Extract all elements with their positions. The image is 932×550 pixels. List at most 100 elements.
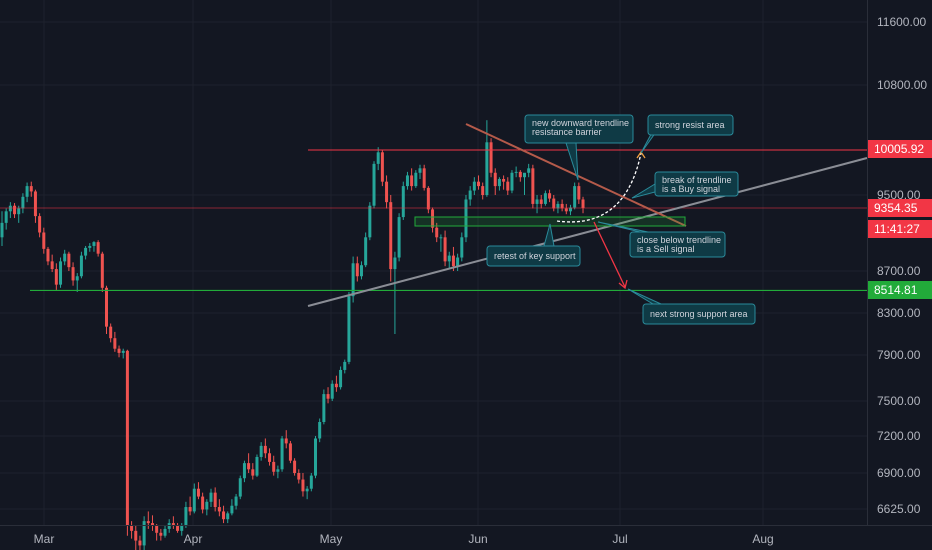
candle-body <box>84 247 88 256</box>
price-tag-label: 9354.35 <box>874 201 918 215</box>
candle-body <box>125 350 129 526</box>
candle-body <box>284 438 288 444</box>
price-tag-box <box>868 199 932 217</box>
candle-body <box>456 257 460 267</box>
candle-body <box>155 526 159 533</box>
candle-body <box>514 171 518 173</box>
candle-body <box>472 181 476 191</box>
candle-body <box>280 438 284 470</box>
candle-body <box>222 511 226 520</box>
buy-projection-path <box>556 152 642 223</box>
time-tick-label: Apr <box>184 532 203 546</box>
price-tick-label: 6900.00 <box>877 466 921 480</box>
candle-body <box>21 196 25 209</box>
time-tick-label: Mar <box>34 532 55 546</box>
candle-body <box>238 478 242 497</box>
candle-body <box>96 242 100 254</box>
candle-body <box>272 461 276 472</box>
callout-strong-resist: strong resist area <box>640 114 734 154</box>
candle-body <box>376 152 380 164</box>
candle-body <box>176 525 180 531</box>
candle-body <box>548 193 552 199</box>
candle-body <box>380 152 384 182</box>
callout-text: break of trendline <box>662 175 732 185</box>
candle-body <box>247 463 251 470</box>
candle-body <box>359 265 363 277</box>
candle-body <box>234 496 238 506</box>
candle-body <box>180 525 184 531</box>
time-tick-label: Aug <box>752 532 773 546</box>
time-axis: Mar Apr May Jun Jul Aug <box>0 525 932 546</box>
candle-body <box>100 253 104 288</box>
sell-projection-path <box>593 221 626 288</box>
candle-body <box>447 255 451 262</box>
candle-body <box>334 383 338 388</box>
callout-box <box>654 171 739 197</box>
candle-body <box>493 172 497 187</box>
candle-body <box>510 172 514 191</box>
candle-body <box>431 209 435 228</box>
candle-body <box>339 369 343 388</box>
price-tag: 8514.81 <box>868 281 932 299</box>
candle-body <box>364 237 368 266</box>
candle-body <box>50 261 54 270</box>
candle-body <box>46 248 50 262</box>
candle-body <box>188 507 192 512</box>
candle-body <box>309 475 313 489</box>
candle-body <box>196 488 200 497</box>
candle-body <box>347 296 351 362</box>
price-tick-label: 7200.00 <box>877 429 921 443</box>
callout-box <box>486 245 581 267</box>
candle-body <box>355 263 359 277</box>
candle-body <box>543 193 547 204</box>
candle-body <box>556 203 560 209</box>
candle-body <box>389 202 393 270</box>
candle-body <box>506 181 510 191</box>
grid <box>0 0 867 525</box>
candle-body <box>443 237 447 262</box>
candle-body <box>0 222 4 238</box>
price-tag: 10005.92 <box>868 140 932 158</box>
candle-body <box>426 187 430 210</box>
candle-body <box>8 205 12 212</box>
time-tick-label: Jul <box>612 532 627 546</box>
candles <box>0 120 585 550</box>
candle-body <box>405 175 409 187</box>
price-tag-box <box>868 140 932 158</box>
candle-body <box>113 338 117 349</box>
candle-body <box>79 255 83 277</box>
candle-body <box>581 199 585 209</box>
candle-body <box>4 211 8 223</box>
price-tick-label: 9500.00 <box>877 188 921 202</box>
candle-body <box>343 361 347 370</box>
candle-body <box>305 488 309 492</box>
candle-body <box>422 168 426 188</box>
candle-body <box>67 253 71 268</box>
candle-body <box>531 168 535 204</box>
candle-body <box>59 261 63 285</box>
price-tag-label: 10005.92 <box>874 142 924 156</box>
candle-body <box>368 205 372 238</box>
candle-body <box>142 521 146 546</box>
price-tag: 11:41:27 <box>868 220 932 238</box>
candle-body <box>209 492 213 502</box>
candle-body <box>38 216 42 233</box>
candle-body <box>25 186 29 197</box>
candle-body <box>393 257 397 270</box>
candle-body <box>109 326 113 339</box>
candle-body <box>552 198 556 209</box>
candle-body <box>33 191 37 217</box>
candle-body <box>577 186 581 200</box>
callout-text: is a Buy signal <box>662 184 720 194</box>
candle-body <box>117 348 121 353</box>
candle-body <box>560 203 564 209</box>
price-tick-label: 8700.00 <box>877 264 921 278</box>
candle-body <box>372 163 376 206</box>
candle-body <box>263 445 267 454</box>
candle-body <box>171 523 175 526</box>
